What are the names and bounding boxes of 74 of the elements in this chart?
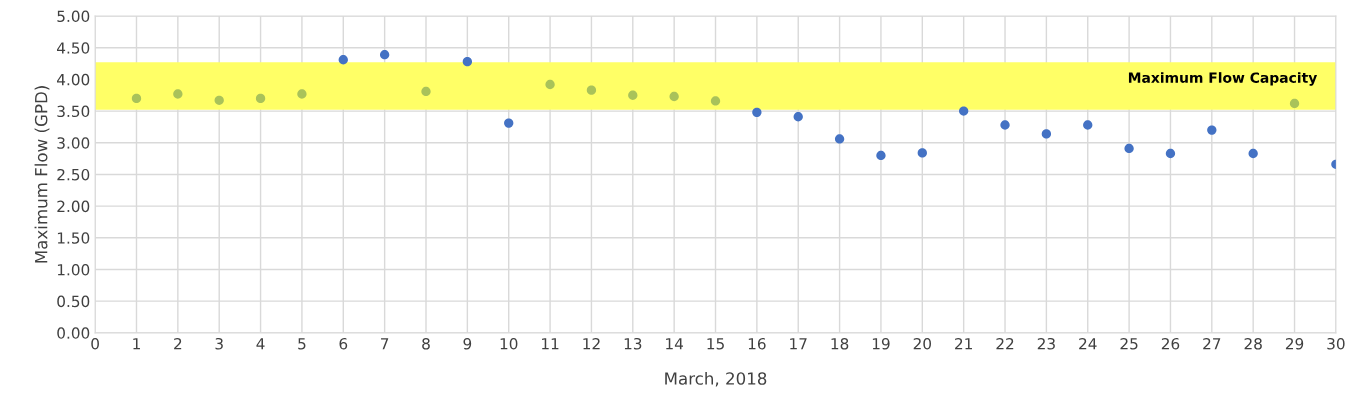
x-tick-label: 0: [91, 337, 99, 350]
point: [173, 89, 183, 99]
y-tick-label: 5.00: [57, 10, 90, 23]
x-tick-label: 5: [298, 338, 306, 350]
y-tick-label: 3.00: [57, 137, 90, 149]
point: [421, 86, 431, 97]
point: [131, 93, 142, 104]
x-tick-label: 9: [463, 337, 472, 350]
point: [338, 55, 348, 65]
point: [255, 93, 266, 104]
y-tick-label: 3.50: [57, 105, 90, 118]
x-tick-label: 7: [381, 338, 389, 350]
point: [1041, 129, 1052, 139]
point: [504, 118, 514, 128]
point: [1165, 148, 1176, 159]
y-tick-label: 4.00: [57, 73, 90, 86]
y-tick-label: 2.00: [57, 200, 90, 213]
x-tick-label: 21: [955, 337, 972, 350]
x-tick-label: 19: [872, 337, 890, 350]
x-tick-label: 26: [1161, 337, 1180, 350]
point: [379, 50, 390, 60]
x-tick-label: 22: [996, 337, 1014, 350]
x-tick-label: 15: [707, 338, 724, 350]
point: [1248, 148, 1258, 159]
x-tick-label: 20: [913, 337, 932, 350]
x-tick-label: 10: [500, 337, 518, 350]
point: [876, 150, 886, 161]
x-tick-label: 2: [174, 337, 182, 350]
point: [959, 106, 969, 116]
x-tick-label: 16: [748, 337, 766, 350]
x-tick-label: 24: [1079, 337, 1097, 350]
x-tick-label: 17: [790, 338, 807, 350]
point: [297, 89, 307, 99]
point: [586, 85, 597, 95]
point: [752, 107, 762, 117]
point: [628, 90, 638, 100]
y-tick-label: 1.50: [57, 232, 90, 244]
y-axis-title: Maximum Flow (GPD): [34, 86, 50, 263]
y-tick-label: 0.50: [57, 295, 90, 308]
x-tick-label: 11: [542, 338, 559, 350]
x-tick-label: 8: [422, 337, 430, 350]
point: [917, 148, 927, 158]
y-tick-label: 2.50: [57, 168, 90, 181]
point: [669, 91, 679, 102]
point: [1083, 120, 1093, 130]
x-tick-label: 14: [666, 338, 684, 350]
point: [214, 95, 224, 105]
point: [462, 57, 473, 67]
x-tick-label: 13: [624, 337, 642, 350]
x-tick-label: 27: [1203, 337, 1221, 350]
y-tick-label: 0.00: [57, 327, 90, 339]
y-tick-label: 1.00: [57, 263, 90, 276]
x-axis-title: March, 2018: [665, 371, 767, 387]
x-tick-label: 3: [215, 337, 223, 350]
point: [710, 96, 721, 106]
x-tick-label: 29: [1285, 337, 1304, 350]
point: [1124, 143, 1134, 154]
y-tick-label: 4.50: [57, 42, 90, 54]
point: [1000, 120, 1010, 130]
x-tick-label: 28: [1244, 337, 1262, 350]
x-tick-label: 25: [1120, 337, 1138, 350]
band-label: Maximum Flow Capacity: [1128, 72, 1318, 86]
point: [1207, 125, 1217, 135]
x-tick-label: 6: [339, 337, 348, 350]
x-tick-label: 18: [831, 337, 849, 350]
x-tick-label: 4: [256, 338, 265, 350]
x-tick-label: 12: [583, 337, 600, 350]
point: [834, 134, 845, 144]
point: [1289, 98, 1300, 109]
point: [545, 79, 555, 90]
x-tick-label: 23: [1037, 337, 1055, 350]
x-tick-label: 1: [133, 338, 140, 350]
x-tick-label: 30: [1327, 337, 1345, 350]
point: [793, 112, 803, 122]
